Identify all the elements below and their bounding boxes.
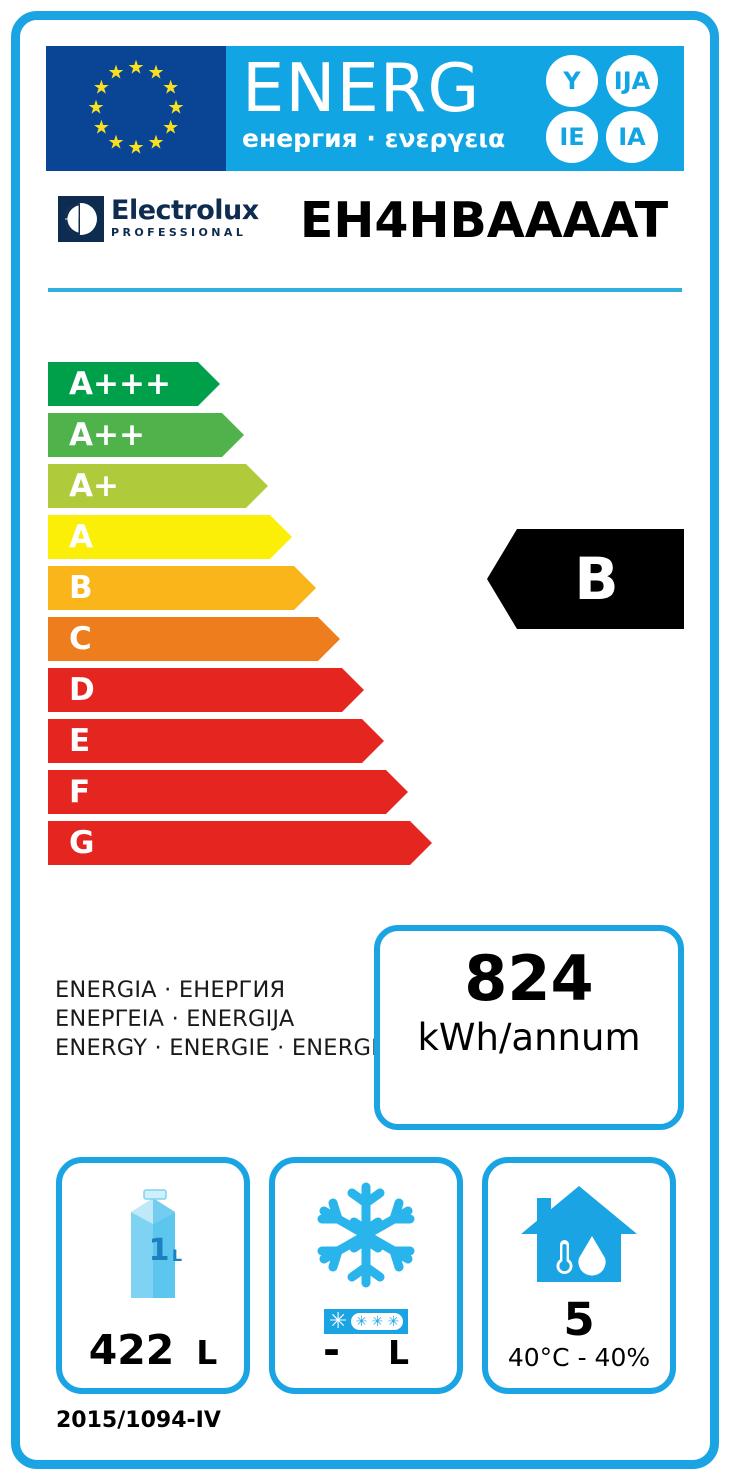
- freezer-value: -: [322, 1326, 340, 1374]
- star-capsule: ✳ ✳ ✳: [351, 1313, 404, 1330]
- energy-class-row: A: [48, 515, 468, 559]
- energy-class-arrow-Aplusplus: A++: [48, 413, 244, 457]
- model-name: EH4HBAAAAT: [299, 192, 669, 249]
- spec-box-row: 1 L 422 L: [56, 1157, 676, 1394]
- energ-subtitle: енергия · ενεργεια: [242, 124, 506, 153]
- freezer-unit: L: [388, 1333, 410, 1372]
- energy-class-row: G: [48, 821, 468, 865]
- language-circle-group: Y IJA IE IA: [546, 55, 670, 163]
- energy-class-arrow-F: F: [48, 770, 408, 814]
- eu-star-icon: ★: [92, 117, 110, 139]
- freezer-star-rating-badge: ✳ ✳ ✳ ✳: [324, 1309, 408, 1334]
- snowflake-icon: [275, 1165, 457, 1305]
- energ-banner: ENERG енергия · ενεργεια Y IJA IE IA: [226, 46, 684, 171]
- electrolux-mark-icon: [58, 196, 104, 242]
- climate-class-range: 40°C - 40%: [507, 1343, 651, 1372]
- energy-rating-pointer: B: [487, 529, 684, 629]
- eu-star-icon: ★: [127, 57, 145, 79]
- energ-title: ENERG: [242, 49, 481, 127]
- fresh-food-volume-box: 1 L 422 L: [56, 1157, 250, 1394]
- energy-class-arrow-B: B: [48, 566, 316, 610]
- annual-consumption-box: 824 kWh/annum: [374, 925, 684, 1130]
- star-icon-small-3: ✳: [387, 1313, 400, 1330]
- eu-star-icon: ★: [147, 132, 165, 154]
- eu-star-icon: ★: [127, 137, 145, 159]
- fresh-food-value: 422: [88, 1326, 175, 1374]
- energy-word-line-3: ENERGY · ENERGIE · ENERGI: [55, 1035, 379, 1061]
- brand-name: Electrolux: [111, 195, 259, 226]
- annual-consumption-unit: kWh/annum: [417, 1016, 641, 1059]
- eu-star-icon: ★: [167, 97, 185, 119]
- label-header: ★ ★ ★ ★ ★ ★ ★ ★ ★ ★ ★ ★ ENERG енергия · ενεργεια Y …: [46, 46, 684, 171]
- energy-class-arrow-A: A: [48, 515, 292, 559]
- eu-star-icon: ★: [107, 62, 125, 84]
- language-circle-ija: IJA: [606, 55, 658, 107]
- fresh-food-value-row: 422 L: [62, 1326, 244, 1374]
- brand-model-row: Electrolux PROFESSIONAL EH4HBAAAAT: [46, 186, 684, 272]
- energy-class-arrow-E: E: [48, 719, 384, 763]
- energy-class-row: E: [48, 719, 468, 763]
- energy-class-row: A+++: [48, 362, 468, 406]
- eu-star-icon: ★: [162, 77, 180, 99]
- energy-word-line-2: ΕΝΕΡΓΕΙΑ · ENERGIJA: [55, 1006, 295, 1032]
- freezer-volume-box: ✳ ✳ ✳ ✳ - L: [269, 1157, 463, 1394]
- star-icon-large: ✳: [329, 1308, 348, 1334]
- eu-flag-icon: ★ ★ ★ ★ ★ ★ ★ ★ ★ ★ ★ ★: [46, 46, 226, 171]
- svg-text:L: L: [172, 1246, 182, 1265]
- eu-star-icon: ★: [87, 97, 105, 119]
- energy-rating-letter: B: [574, 545, 619, 613]
- energy-class-row: A+: [48, 464, 468, 508]
- climate-class-box: 5 40°C - 40%: [482, 1157, 676, 1394]
- energy-class-row: D: [48, 668, 468, 712]
- energy-word-line-1: ENERGIA · ЕНЕРГИЯ: [55, 977, 286, 1003]
- house-climate-icon: [488, 1169, 670, 1299]
- annual-consumption-value: 824: [464, 942, 594, 1015]
- star-icon-small-2: ✳: [371, 1313, 384, 1330]
- fresh-food-unit: L: [196, 1333, 218, 1372]
- energy-class-arrow-C: C: [48, 617, 340, 661]
- brand-wordmark: Electrolux PROFESSIONAL: [111, 195, 259, 240]
- energy-class-arrow-Aplus: A+: [48, 464, 268, 508]
- energy-class-arrow-G: G: [48, 821, 432, 865]
- energy-class-row: B: [48, 566, 468, 610]
- regulation-reference: 2015/1094-IV: [56, 1408, 221, 1433]
- header-divider: [48, 288, 682, 292]
- energy-class-row: A++: [48, 413, 468, 457]
- language-circle-ie: IE: [546, 111, 598, 163]
- energy-class-row: C: [48, 617, 468, 661]
- svg-text:1: 1: [149, 1233, 170, 1268]
- energy-class-arrow-D: D: [48, 668, 364, 712]
- climate-class-value: 5: [563, 1293, 595, 1346]
- eu-star-icon: ★: [162, 117, 180, 139]
- language-circle-ia: IA: [606, 111, 658, 163]
- eu-star-icon: ★: [92, 77, 110, 99]
- milk-carton-icon: 1 L: [62, 1171, 244, 1321]
- star-icon-small-1: ✳: [355, 1313, 368, 1330]
- brand-logo: Electrolux PROFESSIONAL: [58, 196, 259, 242]
- energy-class-arrow-Aplusplusplus: A+++: [48, 362, 220, 406]
- energy-class-row: F: [48, 770, 468, 814]
- freezer-value-row: - L: [275, 1326, 457, 1374]
- energy-class-ladder: A+++ A++ A+ A B C D E F G: [48, 362, 468, 872]
- eu-star-icon: ★: [147, 62, 165, 84]
- eu-star-icon: ★: [107, 132, 125, 154]
- brand-sub: PROFESSIONAL: [111, 226, 247, 239]
- energ-text-block: ENERG енергия · ενεργεια: [242, 52, 512, 153]
- language-circle-y: Y: [546, 55, 598, 107]
- energy-multilingual-text: ENERGIA · ЕНЕРГИЯ ΕΝΕΡΓΕΙΑ · ENERGIJA EN…: [55, 976, 385, 1063]
